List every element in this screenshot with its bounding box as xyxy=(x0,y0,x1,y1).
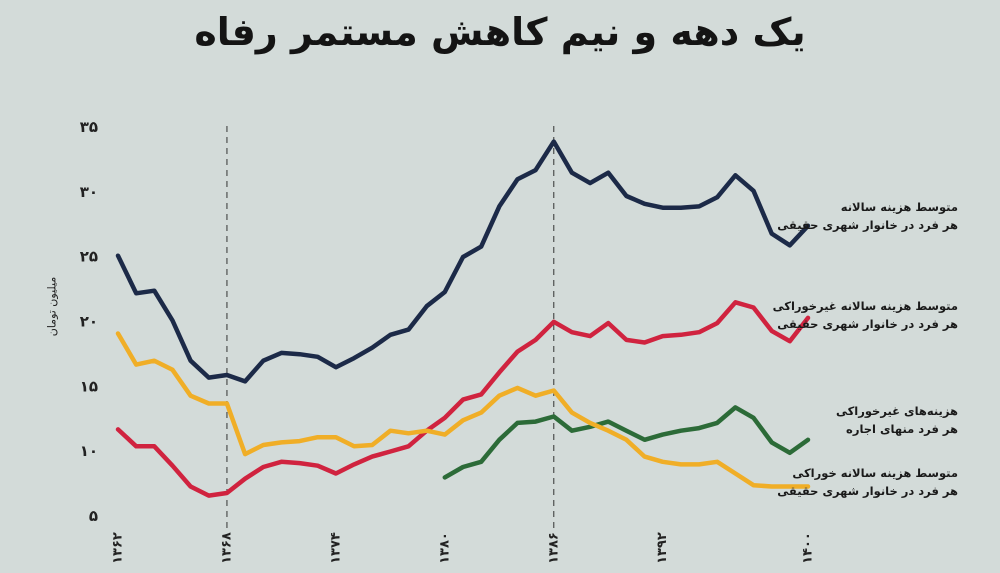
y-tick-label: ۵ xyxy=(89,507,98,525)
x-tick-label: ۱۳۶۲ xyxy=(111,532,126,564)
chart-title: یک دهه و نیم کاهش مستمر رفاه xyxy=(194,10,806,54)
y-tick-label: ۲۰ xyxy=(80,313,98,331)
x-tick-label: ۱۴۰۰ xyxy=(801,532,816,564)
series-label-red: متوسط هزینه سالانه غیرخوراکی هر فرد در خ… xyxy=(772,299,958,331)
y-tick-label: ۳۵ xyxy=(80,118,98,136)
series-line-0 xyxy=(115,139,811,384)
x-tick-label: ۱۳۸۰ xyxy=(437,532,452,564)
y-tick-label: ۱۰ xyxy=(80,442,98,460)
x-tick-label: ۱۳۸۶ xyxy=(546,532,561,564)
reference-lines xyxy=(226,126,555,529)
series-line-3 xyxy=(115,331,811,489)
series-line-2 xyxy=(442,405,811,480)
series-lines xyxy=(115,139,811,498)
y-tick-label: ۲۵ xyxy=(80,248,98,266)
y-axis-label: میلیون تومان xyxy=(45,276,59,337)
x-tick-label: ۱۳۶۸ xyxy=(219,532,234,564)
series-label-yellow: متوسط هزینه سالانه خوراکی هر فرد در خانو… xyxy=(777,466,958,498)
y-tick-label: ۳۰ xyxy=(80,183,98,201)
x-tick-label: ۱۳۹۲ xyxy=(655,532,670,564)
x-axis-ticks: ۱۳۶۲ ۱۳۶۸ ۱۳۷۴ ۱۳۸۰ ۱۳۸۶ ۱۳۹۲ ۱۴۰۰ xyxy=(111,532,816,564)
series-label-navy: متوسط هزینه سالانه هر فرد در خانوار شهری… xyxy=(777,200,958,232)
series-label-green: هزینه‌های غیرخوراکی هر فرد منهای اجاره xyxy=(835,404,958,436)
y-tick-label: ۱۵ xyxy=(80,377,98,395)
x-tick-label: ۱۳۷۴ xyxy=(328,532,343,564)
y-axis-ticks: ۵ ۱۰ ۱۵ ۲۰ ۲۵ ۳۰ ۳۵ xyxy=(80,118,98,525)
series-line-1 xyxy=(115,300,811,498)
